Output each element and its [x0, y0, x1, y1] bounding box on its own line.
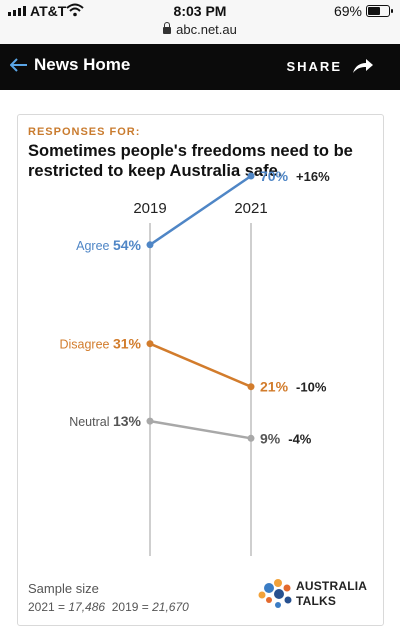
neutral-line: [149, 419, 252, 440]
disagree-line: [149, 342, 252, 388]
disagree-label-2019: Disagree 31%: [59, 336, 141, 352]
sample-2019-label: 2019 =: [111, 600, 153, 614]
sample-2021-value: 17,486: [68, 600, 106, 614]
disagree-point-2019: [146, 340, 154, 348]
back-to-news-home-button[interactable]: News Home: [10, 55, 130, 75]
sample-size-values: 2021 = 17,486 2019 = 21,670: [28, 600, 189, 614]
brand-line-1: AUSTRALIA: [296, 579, 368, 593]
disagree-label-2021: 21% -10%: [260, 379, 327, 395]
chart-kicker: RESPONSES FOR:: [28, 126, 141, 138]
agree-point-2019: [146, 241, 154, 249]
neutral-label-2019: Neutral 13%: [69, 413, 141, 429]
agree-label-2021: 70% +16%: [260, 168, 330, 184]
year-header-2021: 2021: [234, 200, 267, 217]
url-text: abc.net.au: [176, 22, 237, 37]
share-arrow-icon: [353, 59, 373, 73]
share-button[interactable]: SHARE: [286, 58, 374, 74]
arrow-left-icon: [10, 58, 27, 72]
australia-talks-dots-icon: [258, 579, 292, 608]
lock-icon: [163, 22, 172, 34]
year-header-2019: 2019: [133, 200, 166, 217]
news-home-label: News Home: [34, 55, 131, 74]
battery-fill: [368, 7, 381, 15]
top-nav: News Home SHARE: [0, 44, 400, 90]
share-label: SHARE: [286, 58, 342, 74]
slope-chart: 2019 2021 Agree 54% 70% +16% Disagree 31% 21% -…: [59, 168, 330, 556]
clock: 8:03 PM: [173, 3, 227, 19]
sample-2019-value: 21,670: [152, 600, 189, 614]
australia-talks-logo: AUSTRALIA TALKS: [256, 573, 376, 613]
neutral-point-2019: [146, 417, 154, 425]
status-bar: AT&T 8:03 PM abc.net.au 69%: [0, 0, 400, 44]
disagree-point-2021: [247, 383, 255, 391]
neutral-point-2021: [247, 434, 255, 442]
agree-point-2021: [247, 172, 255, 180]
chart-headline: Sometimes people's freedoms need to be r…: [28, 142, 353, 180]
battery-percent: 69%: [333, 3, 362, 19]
sample-2021-label: 2021 =: [28, 600, 69, 614]
signal-icon: [8, 6, 26, 16]
agree-label-2019: Agree 54%: [76, 237, 141, 253]
agree-line: [149, 174, 252, 246]
carrier-label: AT&T: [30, 3, 67, 19]
brand-line-2: TALKS: [296, 594, 337, 608]
chart-card: RESPONSES FOR: Sometimes people's freedo…: [17, 114, 384, 626]
battery-icon: [366, 5, 393, 17]
address-bar[interactable]: abc.net.au: [0, 22, 400, 37]
wifi-icon: [66, 3, 84, 17]
sample-size-label: Sample size: [28, 581, 99, 596]
obscured-previous-text: [18, 80, 238, 92]
neutral-label-2021: 9% -4%: [260, 430, 312, 446]
